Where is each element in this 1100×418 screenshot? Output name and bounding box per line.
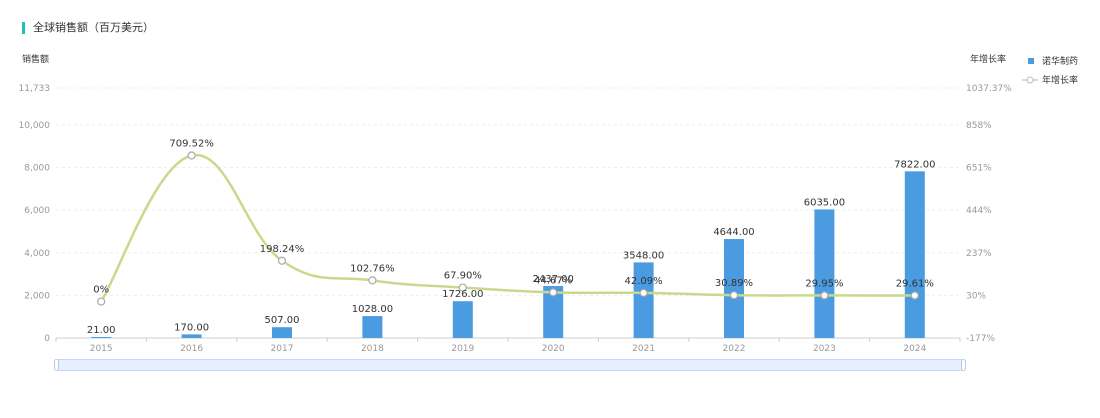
line-point-2016[interactable] xyxy=(187,151,196,160)
y2-axis-title: 年增长率 xyxy=(970,53,1006,65)
x-tick-label: 2024 xyxy=(903,344,926,354)
bar-2023[interactable] xyxy=(814,209,835,338)
y2-tick-label: 444% xyxy=(966,206,992,216)
y-axis-title: 销售额 xyxy=(22,53,49,65)
bar-2022[interactable] xyxy=(724,239,744,338)
y2-tick-label: 651% xyxy=(966,164,992,174)
y-tick-label: 10,000 xyxy=(19,121,51,131)
legend-line-marker xyxy=(1026,76,1034,84)
x-tick-label: 2015 xyxy=(90,344,113,354)
growth-rate-line xyxy=(100,153,915,303)
bar-value-label: 1726.00 xyxy=(442,289,483,300)
y-tick-label: 8,000 xyxy=(24,164,50,174)
x-tick-label: 2017 xyxy=(271,344,294,354)
bar-value-label: 4644.00 xyxy=(713,227,754,238)
bar-2015[interactable] xyxy=(91,337,112,338)
bar-value-label: 170.00 xyxy=(174,322,209,333)
bar-value-label: 3548.00 xyxy=(623,250,664,261)
y-tick-label: 4,000 xyxy=(24,249,50,259)
bar-value-label: 1028.00 xyxy=(352,304,393,315)
line-value-label: 0% xyxy=(93,285,109,296)
x-tick-label: 2018 xyxy=(361,344,384,354)
y2-tick-label: 1037.37% xyxy=(966,84,1012,94)
legend-bar-swatch xyxy=(1028,58,1034,64)
line-value-label: 44.67% xyxy=(534,275,572,286)
line-value-label: 102.76% xyxy=(350,263,395,274)
line-value-label: 29.95% xyxy=(805,278,843,289)
data-zoom-slider[interactable] xyxy=(54,359,966,371)
bar-2024[interactable] xyxy=(904,171,925,338)
y-tick-label: 0 xyxy=(44,334,50,344)
line-point-2023[interactable] xyxy=(820,291,829,300)
legend-line-label[interactable]: 年增长率 xyxy=(1042,74,1078,86)
data-labels: 21.00 170.00 507.00 1028.00 1726.00 2437.00 35… xyxy=(87,138,936,336)
grid-lines xyxy=(56,87,960,296)
line-value-label: 198.24% xyxy=(260,244,305,255)
x-tick-label: 2020 xyxy=(542,344,565,354)
line-value-label: 67.90% xyxy=(444,271,482,282)
bar-series xyxy=(91,171,925,338)
bar-2020[interactable] xyxy=(543,286,564,338)
line-value-label: 29.61% xyxy=(896,278,934,289)
y2-tick-label: 30% xyxy=(966,291,986,301)
line-point-2017[interactable] xyxy=(277,256,287,265)
x-tick-label: 2019 xyxy=(451,344,474,354)
bar-value-label: 7822.00 xyxy=(894,159,935,170)
y-tick-label: 6,000 xyxy=(24,206,50,216)
line-value-label: 709.52% xyxy=(169,138,214,149)
x-tick-label: 2021 xyxy=(632,344,655,354)
y2-tick-label: 858% xyxy=(966,121,992,131)
line-series xyxy=(97,151,919,306)
bar-value-label: 6035.00 xyxy=(804,197,845,208)
bar-value-label: 2437.00 xyxy=(533,274,574,285)
title-accent-bar xyxy=(22,22,25,34)
y2-tick-label: -177% xyxy=(966,334,995,344)
line-point-2022[interactable] xyxy=(729,291,739,300)
slider-handle-right[interactable] xyxy=(961,359,966,371)
bar-2018[interactable] xyxy=(362,316,383,338)
chart-title: 全球销售额（百万美元） xyxy=(33,21,154,34)
legend-bar-label[interactable]: 诺华制药 xyxy=(1042,55,1078,67)
bar-value-label: 21.00 xyxy=(87,325,116,336)
x-tick-label: 2016 xyxy=(180,344,203,354)
y-tick-label: 11,733 xyxy=(19,84,51,94)
axes: 销售额 年增长率 0 2,000 4,000 6,000 8,000 10,000 11,7… xyxy=(19,53,1013,354)
line-value-label: 42.09% xyxy=(625,276,663,287)
line-point-2015[interactable] xyxy=(97,297,106,306)
bar-2016[interactable] xyxy=(181,334,202,338)
line-point-2019[interactable] xyxy=(458,283,467,292)
x-tick-label: 2023 xyxy=(813,344,836,354)
line-point-2018[interactable] xyxy=(368,276,377,285)
bar-value-label: 507.00 xyxy=(265,315,300,326)
bar-2017[interactable] xyxy=(272,327,292,338)
y-tick-label: 2,000 xyxy=(24,291,50,301)
bar-2019[interactable] xyxy=(452,301,473,338)
x-tick-label: 2022 xyxy=(723,344,746,354)
line-value-label: 30.89% xyxy=(715,278,753,289)
bar-2021[interactable] xyxy=(633,262,654,338)
y2-tick-label: 237% xyxy=(966,249,992,259)
line-point-2020[interactable] xyxy=(549,288,558,297)
line-point-2021[interactable] xyxy=(639,288,648,297)
slider-handle-left[interactable] xyxy=(54,359,59,371)
line-point-2024[interactable] xyxy=(910,291,919,300)
